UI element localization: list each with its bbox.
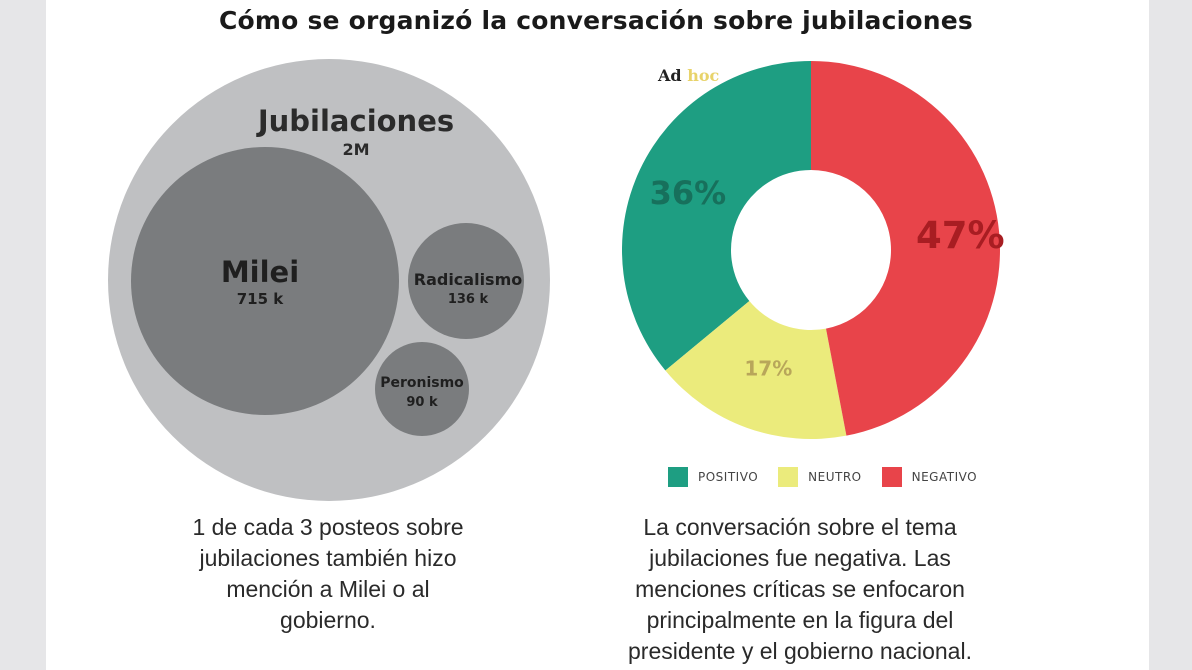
caption-right-line: jubilaciones fue negativa. Las: [649, 545, 951, 571]
bubble-label-milei: Milei: [221, 255, 299, 289]
donut-label-negativo: 47%: [916, 214, 1005, 257]
bubble-label-peronismo: Peronismo: [380, 375, 464, 391]
caption-right-line: presidente y el gobierno nacional.: [628, 638, 972, 664]
legend-label-negativo: NEGATIVO: [911, 470, 978, 484]
legend-label-positivo: POSITIVO: [698, 470, 759, 484]
page-title: Cómo se organizó la conversación sobre j…: [219, 6, 973, 35]
legend-item-neutro: NEUTRO: [778, 467, 861, 487]
bubble-label-jubilaciones: Jubilaciones: [256, 104, 454, 138]
donut-slice-neutro: [665, 300, 847, 439]
legend-swatch-positivo: [668, 467, 688, 487]
bubble-value-milei: 715 k: [237, 290, 285, 308]
caption-right-line: principalmente en la figura del: [646, 607, 954, 633]
caption-left: 1 de cada 3 posteos sobre jubilaciones t…: [148, 512, 508, 636]
donut-slice-negativo: [811, 61, 1000, 436]
bubble-peronismo: [375, 342, 469, 436]
logo-part2: hoc: [687, 66, 720, 85]
caption-left-line: gobierno.: [280, 607, 376, 633]
donut-slice-positivo: [621, 61, 811, 371]
caption-right-line: La conversación sobre el tema: [643, 514, 957, 540]
donut-legend: POSITIVO NEUTRO NEGATIVO: [668, 467, 997, 487]
bubble-radicalismo: [408, 223, 524, 339]
bubble-value-jubilaciones: 2M: [342, 140, 369, 159]
donut-label-positivo: 36%: [650, 174, 727, 212]
legend-swatch-negativo: [881, 467, 902, 487]
caption-left-line: 1 de cada 3 posteos sobre: [192, 514, 464, 540]
adhoc-logo: Ad hoc: [658, 66, 719, 85]
caption-right: La conversación sobre el tema jubilacion…: [590, 512, 1010, 667]
legend-swatch-neutro: [778, 467, 799, 487]
bubble-label-radicalismo: Radicalismo: [414, 270, 523, 289]
bubble-value-radicalismo: 136 k: [448, 292, 489, 307]
caption-right-line: menciones críticas se enfocaron: [635, 576, 965, 602]
donut-label-neutro: 17%: [744, 357, 792, 381]
logo-part1: Ad: [658, 66, 682, 85]
caption-left-line: mención a Milei o al: [226, 576, 430, 602]
legend-label-neutro: NEUTRO: [808, 470, 862, 484]
caption-left-line: jubilaciones también hizo: [199, 545, 457, 571]
legend-item-negativo: NEGATIVO: [881, 467, 978, 487]
bubble-milei: [131, 147, 399, 415]
bubble-value-peronismo: 90 k: [406, 395, 438, 410]
legend-item-positivo: POSITIVO: [668, 467, 758, 487]
